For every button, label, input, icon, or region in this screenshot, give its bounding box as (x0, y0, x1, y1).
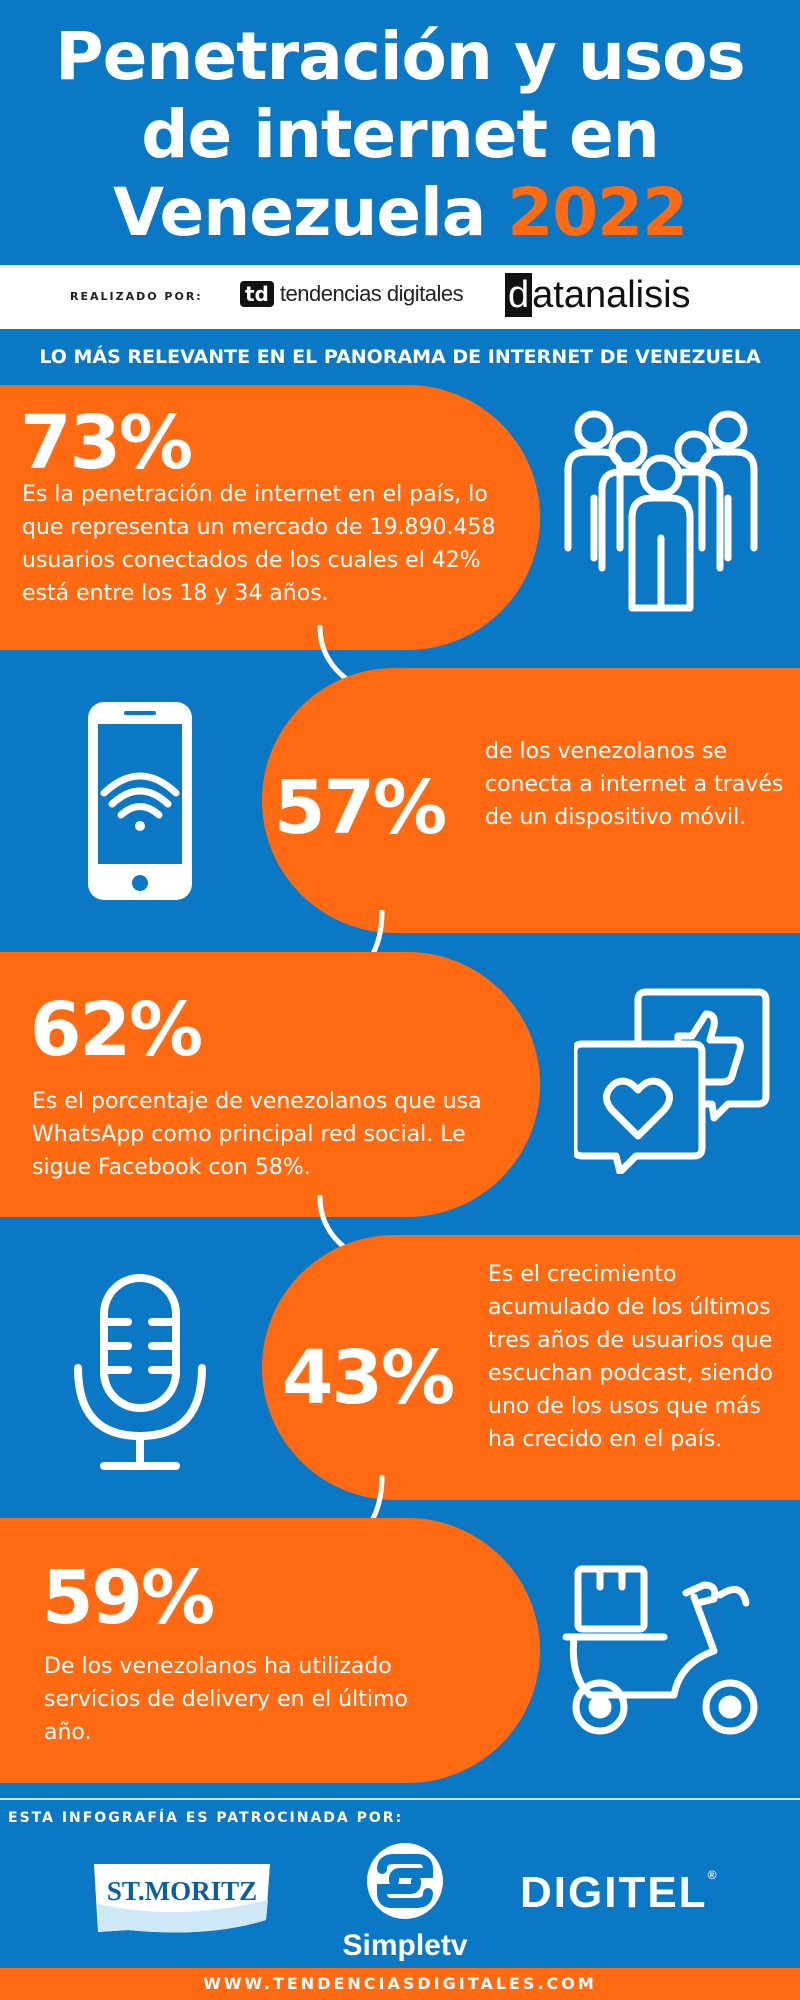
da-logo-name: atanalisis (532, 274, 691, 316)
stat-value: 73% (20, 400, 193, 486)
stat-text: de los venezolanos se conecta a internet… (485, 739, 784, 830)
digitel-name: DIGITEL (520, 1868, 708, 1917)
title-line-2: de internet en (141, 96, 659, 173)
simpletv-name: Simpletv (342, 1929, 468, 1962)
stat-text: Es el crecimiento acumulado de los últim… (488, 1262, 774, 1452)
stat-value: 59% (42, 1555, 215, 1641)
microphone-icon (74, 1274, 206, 1470)
stat-card-podcast (262, 1235, 800, 1500)
title-line-3: Venezuela 2022 (0, 174, 800, 252)
divider (0, 1798, 800, 1800)
td-logo-name: tendencias digitales (279, 281, 464, 306)
section-subtitle: LO MÁS RELEVANTE EN EL PANORAMA DE INTER… (39, 346, 761, 368)
credits-label: REALIZADO POR: (70, 290, 203, 303)
title-year: 2022 (507, 174, 688, 251)
stat-card-internet-penetration (0, 385, 540, 650)
datanalisis-logo: d atanalisis (505, 273, 691, 317)
stat-value: 62% (30, 987, 203, 1073)
stat-text: De los venezolanos ha utilizado servicio… (44, 1654, 408, 1745)
delivery-scooter-icon (562, 1565, 758, 1735)
page-title: Penetración y usos de internet en Venezu… (0, 18, 800, 252)
stat-card-delivery (0, 1518, 540, 1783)
people-group-icon (564, 410, 758, 612)
digitel-logo: DIGITEL® (520, 1868, 718, 1918)
td-logo-mark: td (240, 281, 274, 307)
st-moritz-name: ST.MORITZ (107, 1876, 257, 1906)
st-moritz-logo: ST.MORITZ (94, 1864, 270, 1933)
simpletv-logo: Simpletv (330, 1835, 480, 1965)
stat-value: 43% (282, 1335, 455, 1421)
stat-value: 57% (274, 765, 447, 851)
footer-url[interactable]: WWW.TENDENCIASDIGITALES.COM (0, 1968, 800, 2000)
credits-bar: REALIZADO POR: td tendencias digitales d… (0, 265, 800, 329)
sponsors-label: ESTA INFOGRAFÍA ES PATROCINADA POR: (8, 1810, 404, 1826)
simpletv-symbol-icon (367, 1843, 443, 1919)
da-logo-mark: d (505, 273, 533, 317)
social-chat-like-icon (574, 988, 770, 1174)
registered-mark-icon: ® (707, 1868, 719, 1882)
stat-text: Es el porcentaje de venezolanos que usa … (32, 1089, 482, 1180)
stat-card-mobile-access (262, 668, 800, 933)
stat-card-whatsapp (0, 952, 540, 1217)
title-country: Venezuela (113, 174, 486, 251)
tendencias-digitales-logo: td tendencias digitales (240, 281, 464, 307)
stat-text: Es la penetración de internet en el país… (22, 482, 496, 606)
smartphone-wifi-icon (88, 702, 192, 900)
title-line-1: Penetración y usos (55, 18, 745, 95)
